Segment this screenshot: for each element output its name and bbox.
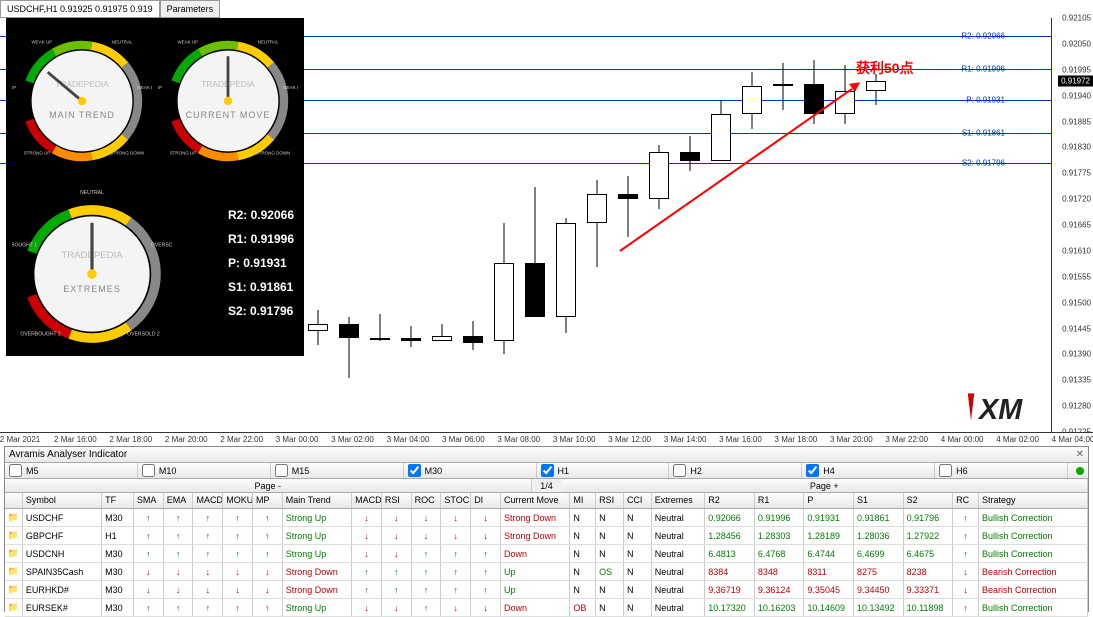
main-trend-gauge: TRADEPEDIASTRONG UPUPWEAK UPNEUTRALWEAK … xyxy=(12,24,152,164)
timeframe-row: M5M10M15M30H1H2H4H6 xyxy=(5,463,1088,479)
symbol: USDCNH xyxy=(23,545,102,562)
svg-text:STRONG UP: STRONG UP xyxy=(170,151,197,156)
analyser-panel: Avramis Analyser Indicator ✕ M5M10M15M30… xyxy=(4,446,1089,612)
tf-H1[interactable]: H1 xyxy=(537,463,670,478)
svg-text:STRONG DOWN: STRONG DOWN xyxy=(110,151,145,156)
symbol: USDCHF xyxy=(23,509,102,526)
tf-H6[interactable]: H6 xyxy=(935,463,1068,478)
pivot-p: P: 0.91931 xyxy=(228,256,294,270)
table-row[interactable]: 📁EURHKD#M30↓↓↓↓↓Strong Down↑↑↑↑↑UpNNNNeu… xyxy=(5,581,1088,599)
extremes-gauge: TRADEPEDIAOVERBOUGHT 2OVERBOUGHT 1NEUTRA… xyxy=(12,186,172,346)
table-row[interactable]: 📁SPAIN35CashM30↓↓↓↓↓Strong Down↑↑↑↑↑UpNO… xyxy=(5,563,1088,581)
svg-text:OVERSOLD 2: OVERSOLD 2 xyxy=(127,331,160,337)
profit-label: 获利50点 xyxy=(856,58,914,78)
symbol-info: USDCHF,H1 0.91925 0.91975 0.919 xyxy=(0,0,160,18)
page-prev[interactable]: Page - xyxy=(5,479,532,492)
svg-text:OVERBOUGHT 1: OVERBOUGHT 1 xyxy=(12,243,37,249)
table-row[interactable]: 📁USDCHFM30↑↑↑↑↑Strong Up↓↓↓↓↓Strong Down… xyxy=(5,509,1088,527)
status-dot xyxy=(1076,467,1084,475)
grid-body[interactable]: 📁USDCHFM30↑↑↑↑↑Strong Up↓↓↓↓↓Strong Down… xyxy=(5,509,1088,617)
current-move-gauge: TRADEPEDIASTRONG UPUPWEAK UPNEUTRALWEAK … xyxy=(158,24,298,164)
time-axis: 2 Mar 20212 Mar 16:002 Mar 18:002 Mar 20… xyxy=(0,432,1093,446)
chart-header: USDCHF,H1 0.91925 0.91975 0.919 Paramete… xyxy=(0,0,220,18)
svg-text:NEUTRAL: NEUTRAL xyxy=(112,40,133,45)
svg-text:UP: UP xyxy=(158,85,162,90)
tf-checkbox-H1[interactable] xyxy=(541,464,554,477)
tf-checkbox-H6[interactable] xyxy=(939,464,952,477)
tf-M10[interactable]: M10 xyxy=(138,463,271,478)
svg-text:WEAK UP: WEAK UP xyxy=(32,40,53,45)
svg-text:STRONG UP: STRONG UP xyxy=(24,151,51,156)
symbol: EURSEK# xyxy=(23,599,102,616)
svg-text:XM: XM xyxy=(977,394,1023,426)
grid-header: SymbolTFSMAEMAMACDMOKUMPMain TrendMACDRS… xyxy=(5,493,1088,509)
tf-H4[interactable]: H4 xyxy=(802,463,935,478)
tf-checkbox-M30[interactable] xyxy=(408,464,421,477)
table-row[interactable]: 📁GBPCHFH1↑↑↑↑↑Strong Up↓↓↓↓↓Strong DownN… xyxy=(5,527,1088,545)
symbol: SPAIN35Cash xyxy=(23,563,102,580)
tf-checkbox-M15[interactable] xyxy=(275,464,288,477)
pivot-values: R2: 0.92066 R1: 0.91996 P: 0.91931 S1: 0… xyxy=(228,198,294,328)
svg-text:WEAK UP: WEAK UP xyxy=(178,40,199,45)
analyser-title-bar: Avramis Analyser Indicator ✕ xyxy=(5,447,1088,463)
pivot-s1: S1: 0.91861 xyxy=(228,280,294,294)
tf-M15[interactable]: M15 xyxy=(271,463,404,478)
page-row: Page - 1/4 Page + xyxy=(5,479,1088,493)
folder-icon: 📁 xyxy=(5,581,23,598)
gauge-panel: TRADEPEDIASTRONG UPUPWEAK UPNEUTRALWEAK … xyxy=(6,18,304,356)
svg-text:WEAK DOWN: WEAK DOWN xyxy=(137,85,152,90)
tf-M5[interactable]: M5 xyxy=(5,463,138,478)
svg-text:WEAK DOWN: WEAK DOWN xyxy=(283,85,298,90)
folder-icon: 📁 xyxy=(5,545,23,562)
svg-text:OVERBOUGHT 2: OVERBOUGHT 2 xyxy=(20,331,61,337)
tf-checkbox-M10[interactable] xyxy=(142,464,155,477)
pivot-s2: S2: 0.91796 xyxy=(228,304,294,318)
tf-M30[interactable]: M30 xyxy=(404,463,537,478)
table-row[interactable]: 📁USDCNHM30↑↑↑↑↑Strong Up↓↓↑↑↑DownNNNNeut… xyxy=(5,545,1088,563)
svg-text:NEUTRAL: NEUTRAL xyxy=(80,190,104,196)
xm-logo: XM xyxy=(963,387,1043,427)
folder-icon: 📁 xyxy=(5,563,23,580)
svg-text:UP: UP xyxy=(12,85,16,90)
tf-checkbox-H2[interactable] xyxy=(673,464,686,477)
price-axis: 0.921050.920500.919950.919400.918850.918… xyxy=(1051,18,1093,432)
page-next[interactable]: Page + xyxy=(562,479,1089,492)
symbol: GBPCHF xyxy=(23,527,102,544)
symbol: EURHKD# xyxy=(23,581,102,598)
folder-icon: 📁 xyxy=(5,599,23,616)
analyser-close-icon[interactable]: ✕ xyxy=(1076,449,1084,460)
tf-checkbox-M5[interactable] xyxy=(9,464,22,477)
page-count: 1/4 xyxy=(532,479,562,492)
parameters-button[interactable]: Parameters xyxy=(160,0,221,18)
tf-H2[interactable]: H2 xyxy=(669,463,802,478)
table-row[interactable]: 📁EURSEK#M30↑↑↑↑↑Strong Up↓↓↑↓↓DownOBNNNe… xyxy=(5,599,1088,617)
pivot-r2: R2: 0.92066 xyxy=(228,208,294,222)
folder-icon: 📁 xyxy=(5,509,23,526)
pivot-r1: R1: 0.91996 xyxy=(228,232,294,246)
svg-text:OVERSOLD 1: OVERSOLD 1 xyxy=(151,243,172,249)
svg-text:STRONG DOWN: STRONG DOWN xyxy=(256,151,291,156)
folder-icon: 📁 xyxy=(5,527,23,544)
tf-checkbox-H4[interactable] xyxy=(806,464,819,477)
svg-text:NEUTRAL: NEUTRAL xyxy=(258,40,279,45)
